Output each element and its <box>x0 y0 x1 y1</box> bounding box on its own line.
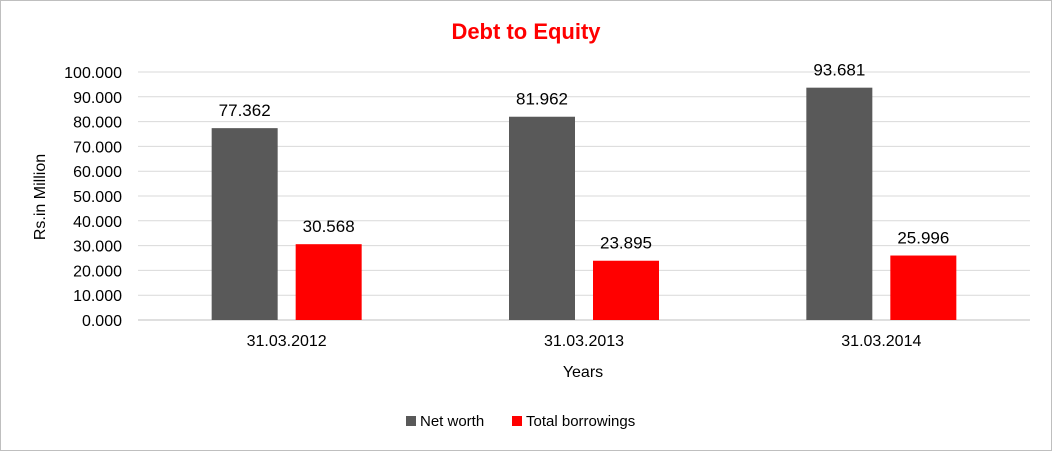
bar-total-borrowings <box>295 244 362 320</box>
bar-net-worth <box>806 87 873 321</box>
legend-label-total-borrowings: Total borrowings <box>526 413 635 430</box>
chart-title: Debt to Equity <box>451 19 601 44</box>
data-label-total-borrowings: 23.895 <box>600 234 652 253</box>
bar-total-borrowings <box>593 260 659 320</box>
bars <box>211 87 957 321</box>
bar-total-borrowings <box>890 255 957 320</box>
legend: Net worth Total borrowings <box>406 413 635 430</box>
y-axis-label: Rs.in Million <box>32 154 49 240</box>
y-tick-label: 100.000 <box>64 65 122 82</box>
y-tick-label: 60.000 <box>73 164 122 181</box>
legend-swatch-total-borrowings <box>512 416 522 426</box>
data-label-total-borrowings: 30.568 <box>303 217 355 236</box>
data-labels: 77.362 30.568 81.962 23.895 93.681 25.996 <box>219 61 950 253</box>
x-tick-label: 31.03.2012 <box>247 333 327 350</box>
x-axis-ticks: 31.03.2012 31.03.2013 31.03.2014 <box>247 333 922 350</box>
y-tick-label: 50.000 <box>73 189 122 206</box>
x-tick-label: 31.03.2014 <box>841 333 921 350</box>
y-tick-label: 80.000 <box>73 115 122 132</box>
bar-net-worth <box>211 128 278 320</box>
y-tick-label: 30.000 <box>73 239 122 256</box>
bar-net-worth <box>509 116 575 320</box>
y-tick-label: 10.000 <box>73 288 122 305</box>
data-label-net-worth: 93.681 <box>813 61 865 80</box>
legend-swatch-net-worth <box>406 416 416 426</box>
legend-label-net-worth: Net worth <box>420 413 484 430</box>
data-label-net-worth: 81.962 <box>516 90 568 109</box>
y-tick-label: 70.000 <box>73 139 122 156</box>
y-tick-label: 0.000 <box>82 313 122 330</box>
y-tick-label: 20.000 <box>73 263 122 280</box>
x-tick-label: 31.03.2013 <box>544 333 624 350</box>
x-axis-label: Years <box>563 364 603 381</box>
data-label-total-borrowings: 25.996 <box>897 229 949 248</box>
data-label-net-worth: 77.362 <box>219 101 271 120</box>
gridlines <box>138 71 1030 321</box>
y-axis-ticks: 0.000 10.000 20.000 30.000 40.000 50.000 60.00… <box>64 65 122 330</box>
y-tick-label: 90.000 <box>73 90 122 107</box>
y-tick-label: 40.000 <box>73 214 122 231</box>
